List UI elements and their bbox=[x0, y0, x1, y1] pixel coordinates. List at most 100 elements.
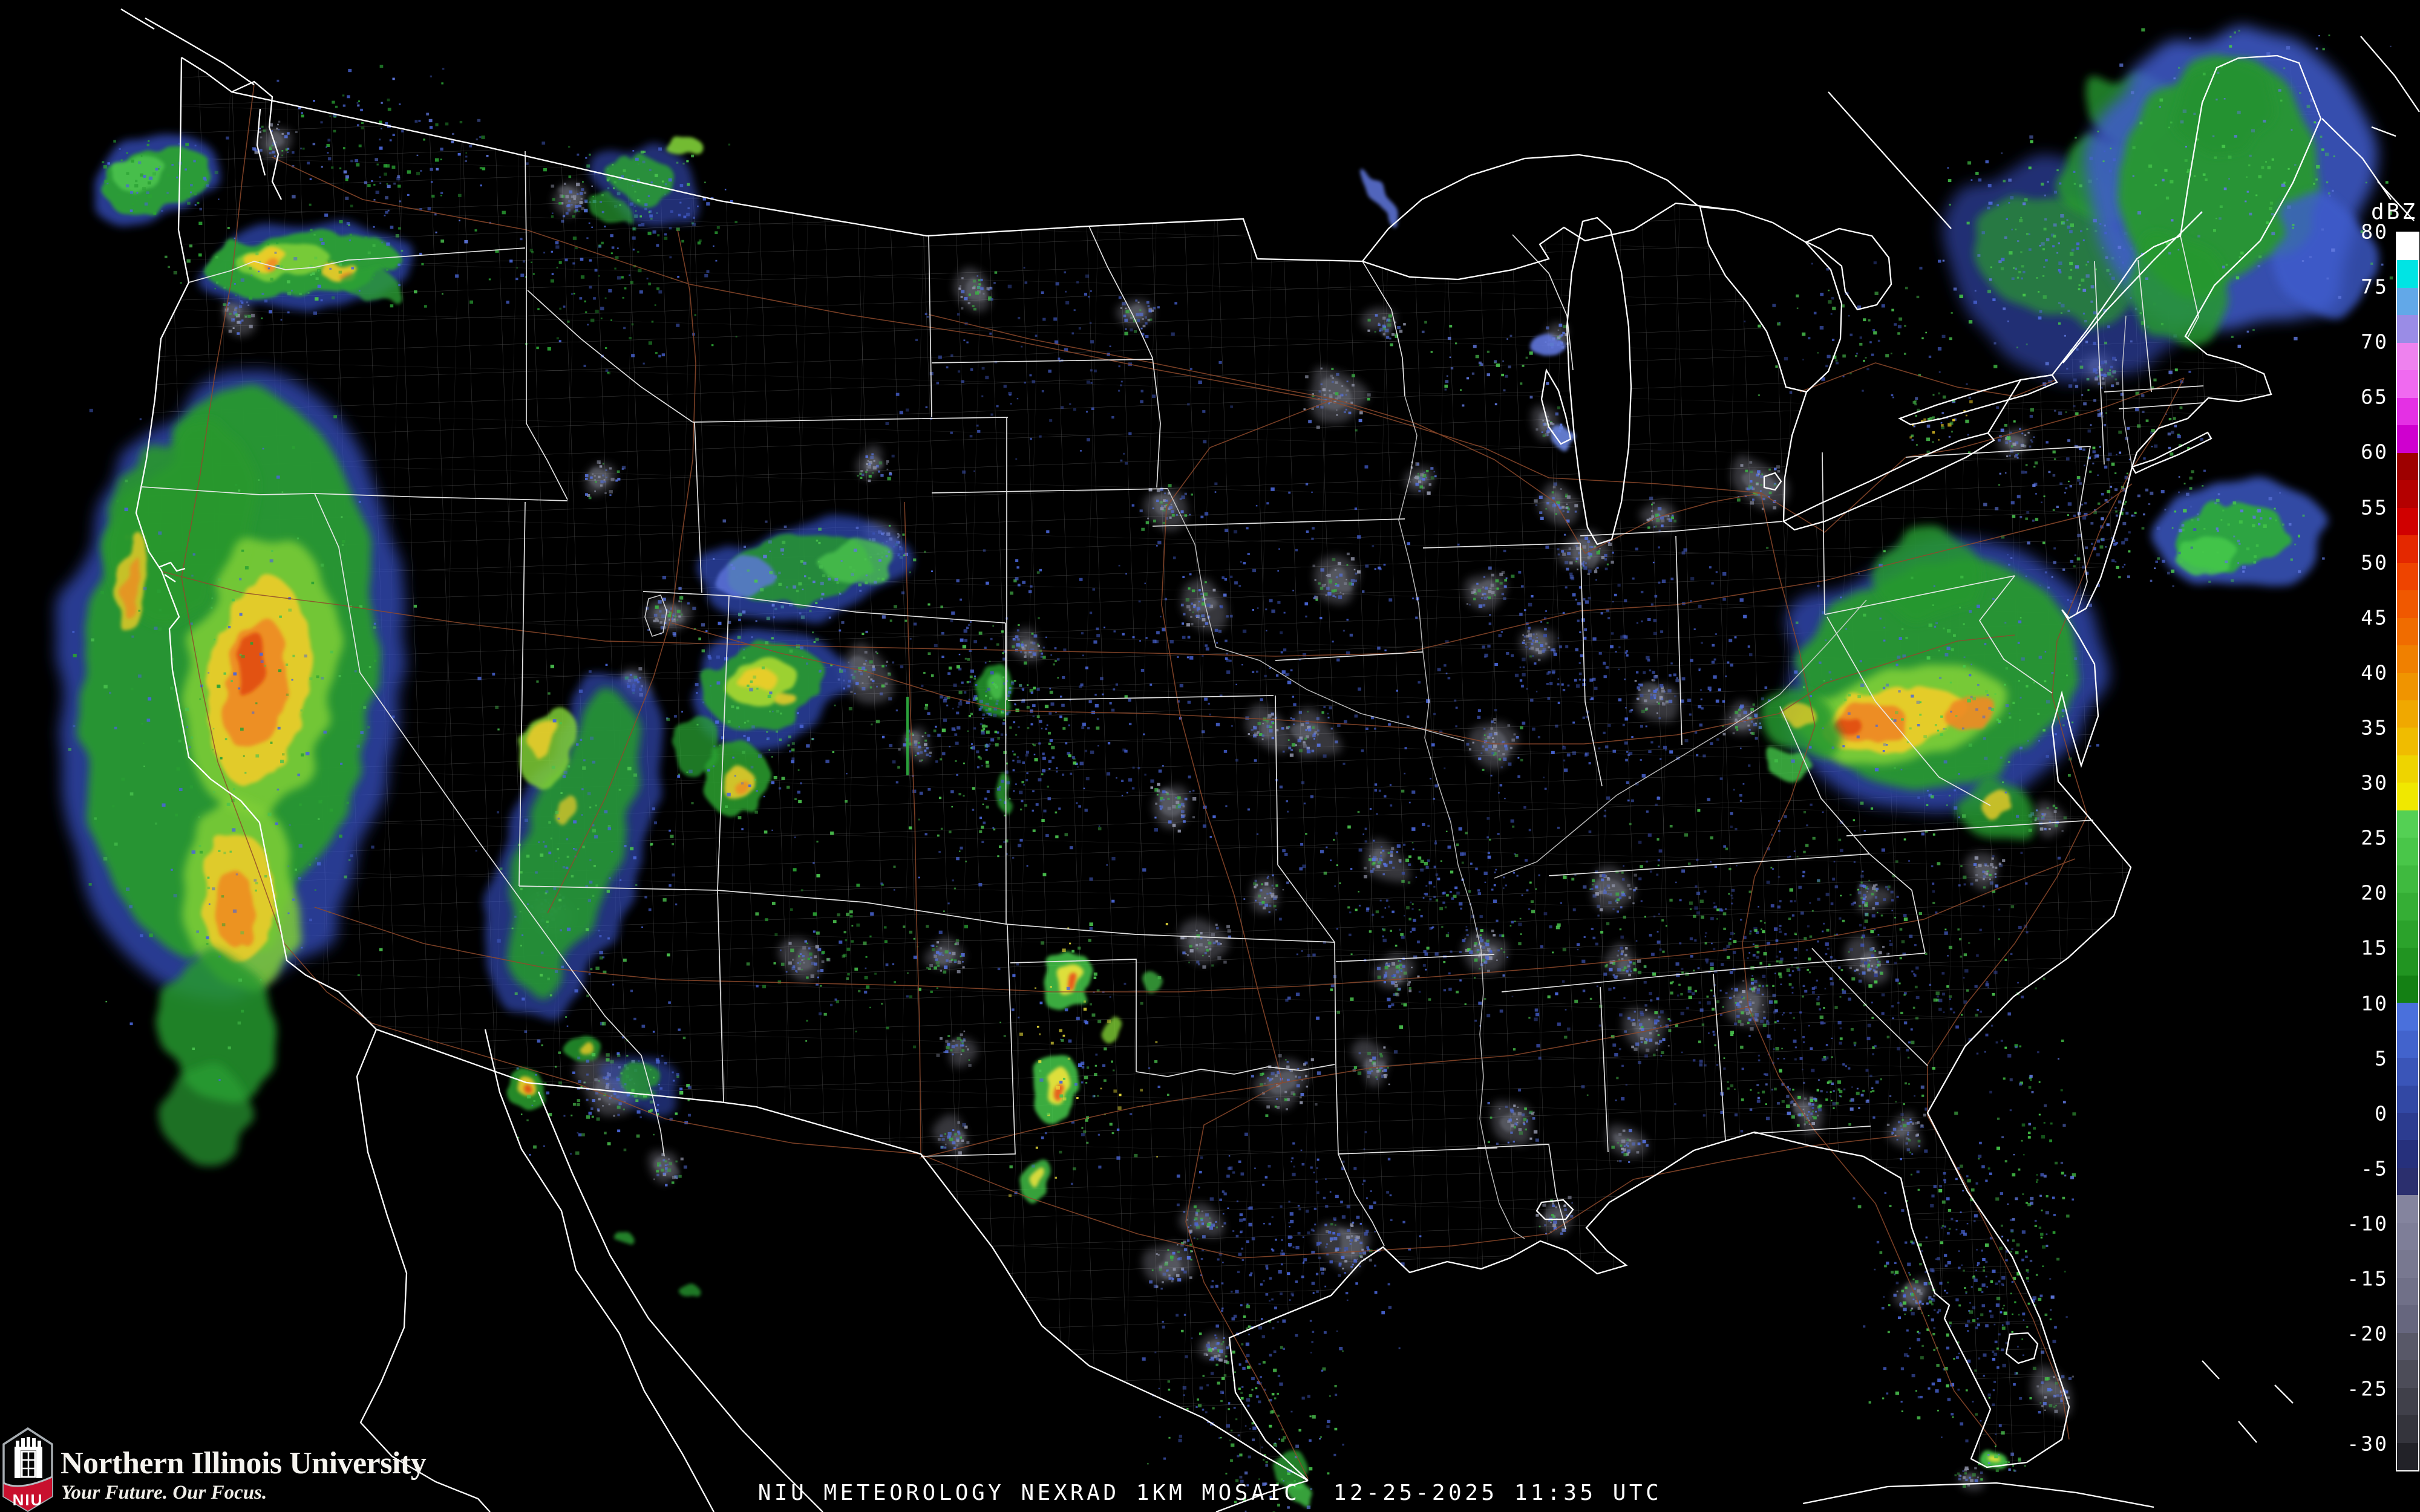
echo-cascades-scatter bbox=[276, 65, 491, 263]
colorbar-segment-7.5 bbox=[2397, 1030, 2418, 1058]
colorbar-unit-label: dBZ bbox=[2370, 200, 2418, 224]
colorbar-segment-35 bbox=[2397, 728, 2418, 755]
colorbar-segment-62.5 bbox=[2397, 425, 2418, 453]
clutter-site bbox=[956, 271, 998, 311]
colorbar-segment-20 bbox=[2397, 893, 2418, 921]
echo-maine-storm bbox=[2093, 24, 2393, 348]
clutter-site bbox=[650, 1153, 687, 1187]
colorbar-segment--5 bbox=[2397, 1167, 2418, 1196]
colorbar-segment-12.5 bbox=[2397, 975, 2418, 1003]
precipitation-echoes-layer bbox=[55, 24, 2393, 1512]
clutter-site bbox=[1954, 1465, 1979, 1488]
university-tagline: Your Future. Our Focus. bbox=[61, 1482, 267, 1504]
colorbar-segment-72.5 bbox=[2397, 315, 2418, 343]
clutter-site bbox=[1183, 1205, 1224, 1240]
clutter-site bbox=[1463, 566, 1515, 616]
colorbar-tick-60: 60 bbox=[2361, 440, 2389, 464]
echo-pacific-nw-offshore bbox=[87, 136, 229, 226]
colorbar-segment-25 bbox=[2397, 838, 2418, 865]
colorbar-tick-40: 40 bbox=[2361, 660, 2389, 685]
colorbar-segment-55 bbox=[2397, 507, 2418, 536]
colorbar-segment-65 bbox=[2397, 397, 2418, 426]
clutter-site bbox=[1200, 1334, 1232, 1366]
colorbar-segment-57.5 bbox=[2397, 480, 2418, 508]
colorbar-segment-47.5 bbox=[2397, 590, 2418, 618]
clutter-site bbox=[581, 460, 626, 500]
echo-gulfstream-cells bbox=[1987, 987, 2076, 1354]
clutter-site bbox=[1886, 1113, 1926, 1153]
speckle-field bbox=[1966, 344, 2240, 607]
clutter-site bbox=[857, 450, 892, 483]
colorbar-segment-15 bbox=[2397, 948, 2418, 976]
speckle-field bbox=[1744, 261, 1952, 403]
colorbar-segment--15 bbox=[2397, 1277, 2418, 1306]
clutter-site bbox=[1149, 783, 1197, 833]
echo-li-offshore-cell bbox=[2154, 480, 2325, 585]
clutter-site bbox=[936, 1030, 972, 1067]
colorbar-segment-17.5 bbox=[2397, 920, 2418, 948]
colorbar-segment-22.5 bbox=[2397, 865, 2418, 893]
colorbar-segment-2.5 bbox=[2397, 1085, 2418, 1113]
colorbar-segment-0 bbox=[2397, 1113, 2418, 1141]
colorbar-segment--12.5 bbox=[2397, 1250, 2418, 1278]
clutter-site bbox=[2029, 1374, 2074, 1413]
colorbar-tick-15: 15 bbox=[2361, 936, 2389, 960]
speckle-field bbox=[1142, 1305, 1344, 1483]
clutter-site bbox=[1245, 710, 1289, 741]
swoosh-silver-line bbox=[3, 1476, 53, 1487]
colorbar-segment--20 bbox=[2397, 1332, 2418, 1361]
clutter-site bbox=[1243, 874, 1289, 913]
colorbar-tick-70: 70 bbox=[2361, 330, 2389, 354]
colorbar-segment-30 bbox=[2397, 783, 2418, 810]
colorbar-tick-10: 10 bbox=[2361, 991, 2389, 1015]
clutter-site bbox=[1611, 1129, 1649, 1163]
tower-icon bbox=[15, 1437, 42, 1478]
echo-ohio-valley-storm bbox=[1764, 532, 2104, 835]
colorbar-tick-50: 50 bbox=[2361, 550, 2389, 575]
clutter-site bbox=[1012, 633, 1046, 665]
rivers-layer bbox=[1167, 315, 2133, 1239]
clutter-site bbox=[252, 120, 298, 157]
clutter-site bbox=[1180, 923, 1231, 969]
clutter-site bbox=[551, 181, 593, 223]
clutter-site bbox=[1487, 1101, 1539, 1145]
echo-nevada-band bbox=[475, 663, 681, 1070]
colorbar-segment-70 bbox=[2397, 342, 2418, 371]
clear-air-speckle-layer bbox=[871, 261, 2240, 1483]
clutter-site bbox=[1139, 484, 1193, 531]
colorbar-segment-60 bbox=[2397, 452, 2418, 481]
colorbar-tick-20: 20 bbox=[2361, 881, 2389, 905]
echo-fl-panhandle-line bbox=[1741, 1079, 1925, 1111]
colorbar-tick-55: 55 bbox=[2361, 495, 2389, 520]
clutter-site bbox=[1143, 1240, 1193, 1290]
colorbar-segment--2.5 bbox=[2397, 1140, 2418, 1168]
colorbar-segment--17.5 bbox=[2397, 1305, 2418, 1333]
clutter-site bbox=[780, 940, 831, 986]
clutter-site bbox=[1624, 1004, 1670, 1057]
colorbar-tick-30: 30 bbox=[2361, 771, 2389, 795]
state-borders-layer bbox=[142, 151, 2204, 1246]
clutter-site bbox=[837, 650, 895, 701]
colorbar-segment-52.5 bbox=[2397, 535, 2418, 563]
clutter-site bbox=[1642, 497, 1676, 532]
colorbar-tick--30: -30 bbox=[2347, 1432, 2389, 1456]
echo-montana-cells bbox=[577, 134, 710, 231]
colorbar-segment--22.5 bbox=[2397, 1360, 2418, 1388]
colorbar-tick--25: -25 bbox=[2347, 1377, 2389, 1401]
speckle-field bbox=[1853, 1141, 2074, 1459]
speckle-field bbox=[1006, 465, 1451, 872]
clutter-site bbox=[1303, 367, 1371, 432]
colorbar-segment-45 bbox=[2397, 618, 2418, 646]
speckle-field bbox=[871, 549, 1132, 887]
speckle-field bbox=[1433, 543, 1771, 832]
colorbar-segment--30 bbox=[2397, 1442, 2418, 1471]
colorbar-tick--5: -5 bbox=[2361, 1156, 2389, 1181]
echo-sw-wyoming-band bbox=[678, 519, 926, 639]
echo-arizona-cells bbox=[577, 1036, 692, 1138]
echo-sonora-cells bbox=[507, 1037, 699, 1299]
echo-columbia-basin-band bbox=[165, 222, 459, 321]
colorbar-tick-0: 0 bbox=[2375, 1101, 2389, 1126]
niu-acronym: NIU bbox=[13, 1491, 44, 1509]
colorbar-tick-35: 35 bbox=[2361, 715, 2389, 740]
